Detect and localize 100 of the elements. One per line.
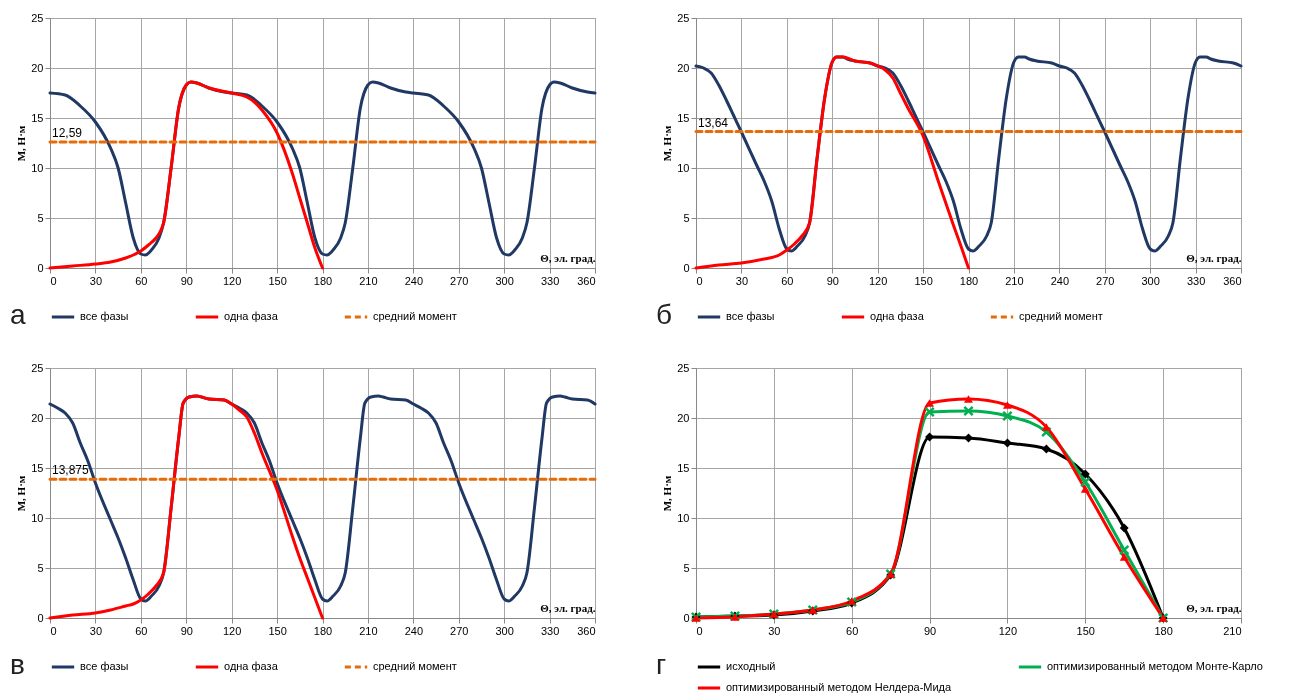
point — [1080, 485, 1090, 493]
line-series — [48, 80, 324, 270]
point — [1002, 410, 1013, 422]
legend-label: средний момент — [1019, 310, 1103, 322]
x-tick-label: 150 — [914, 274, 933, 287]
y-tick-label: 15 — [31, 461, 44, 474]
x-axis-title: Θ, эл. град. — [1186, 601, 1242, 614]
point — [963, 405, 974, 417]
point — [1079, 476, 1091, 488]
x-tick-label: 210 — [1005, 274, 1024, 287]
x-tick-label: 0 — [696, 274, 703, 287]
x-tick-label: 60 — [135, 624, 148, 637]
x-tick-label: 120 — [998, 624, 1018, 637]
x-tick-label: 180 — [1154, 624, 1173, 637]
x-tick-label: 120 — [222, 624, 242, 637]
line-series — [48, 394, 324, 620]
x-tick-label: 360 — [577, 274, 596, 287]
y-tick-label: 20 — [677, 61, 690, 74]
y-tick-label: 0 — [37, 611, 44, 624]
point — [1002, 401, 1012, 409]
legend-label: оптимизированный методом Монте-Карло — [1047, 660, 1263, 672]
y-tick-label: 10 — [31, 511, 44, 524]
x-tick-label: 330 — [540, 624, 560, 637]
y-axis-title: M, Н·м — [15, 125, 28, 162]
x-tick-label: 0 — [50, 274, 57, 287]
y-tick-label: 15 — [677, 111, 690, 124]
x-tick-label: 60 — [135, 274, 148, 287]
x-tick-label: 300 — [495, 274, 514, 287]
text: г — [656, 649, 667, 680]
legend-label: одна фаза — [870, 310, 925, 322]
point — [1041, 423, 1051, 431]
point — [1040, 426, 1052, 438]
x-tick-label: 210 — [359, 274, 378, 287]
x-tick-label: 240 — [404, 624, 424, 637]
y-axis-title: M, Н·м — [661, 125, 674, 162]
x-tick-label: 150 — [268, 624, 287, 637]
x-tick-label: 330 — [540, 274, 560, 287]
y-tick-label: 10 — [677, 511, 690, 524]
x-tick-label: 270 — [450, 274, 469, 287]
point — [1119, 523, 1129, 533]
x-tick-label: 30 — [768, 624, 781, 637]
point — [964, 395, 973, 403]
x-tick-label: 90 — [923, 624, 937, 637]
x-tick-label: 180 — [313, 274, 333, 287]
point — [1118, 544, 1130, 556]
x-tick-label: 0 — [696, 624, 703, 637]
y-tick-label: 0 — [37, 261, 44, 274]
y-tick-label: 25 — [31, 11, 44, 24]
text: в — [10, 649, 25, 680]
y-tick-label: 15 — [677, 461, 690, 474]
x-tick-label: 90 — [826, 274, 839, 287]
y-tick-label: 25 — [677, 361, 690, 374]
x-tick-label: 360 — [1223, 274, 1242, 287]
y-axis-title: M, Н·м — [15, 475, 28, 512]
x-axis-title: Θ, эл. град. — [540, 251, 596, 264]
x-tick-label: 300 — [495, 624, 514, 637]
y-tick-label: 25 — [677, 11, 690, 24]
x-tick-label: 330 — [1186, 274, 1206, 287]
x-tick-label: 150 — [1076, 624, 1095, 637]
x-tick-label: 210 — [1223, 624, 1242, 637]
y-tick-label: 10 — [677, 161, 690, 174]
y-tick-label: 5 — [37, 561, 44, 574]
y-axis-title: M, Н·м — [661, 475, 674, 512]
x-tick-label: 270 — [1096, 274, 1115, 287]
y-tick-label: 20 — [31, 61, 44, 74]
point — [1119, 553, 1129, 561]
y-tick-label: 5 — [683, 211, 690, 224]
legend-label: все фазы — [726, 310, 775, 322]
y-tick-label: 10 — [31, 161, 44, 174]
y-tick-label: 0 — [683, 611, 690, 624]
y-tick-label: 15 — [31, 111, 44, 124]
x-tick-label: 150 — [268, 274, 287, 287]
x-axis-title: Θ, эл. град. — [1186, 251, 1242, 264]
y-tick-label: 0 — [683, 261, 690, 274]
x-tick-label: 60 — [781, 274, 794, 287]
x-tick-label: 120 — [222, 274, 242, 287]
data-label: 13,64 — [698, 115, 729, 130]
y-tick-label: 25 — [31, 361, 44, 374]
x-tick-label: 210 — [359, 624, 378, 637]
text: а — [10, 299, 26, 330]
point — [925, 399, 935, 407]
data-label: 12,59 — [52, 126, 83, 141]
x-tick-label: 60 — [846, 624, 859, 637]
y-tick-label: 5 — [683, 561, 690, 574]
legend-label: все фазы — [80, 310, 129, 322]
line-series — [694, 55, 970, 270]
x-axis-title: Θ, эл. град. — [540, 601, 596, 614]
legend-label: средний момент — [373, 660, 457, 672]
x-tick-label: 360 — [577, 624, 596, 637]
legend-label: исходный — [726, 660, 776, 672]
x-tick-label: 270 — [450, 624, 469, 637]
annotation: 13,875 — [52, 463, 90, 478]
x-tick-label: 300 — [1141, 274, 1160, 287]
legend-label: одна фаза — [224, 660, 279, 672]
legend-label: оптимизированный методом Нелдера-Мида — [726, 681, 953, 693]
legend-label: одна фаза — [224, 310, 279, 322]
y-tick-label: 20 — [31, 411, 44, 424]
x-tick-label: 180 — [313, 624, 333, 637]
x-tick-label: 90 — [180, 624, 193, 637]
x-tick-label: 120 — [868, 274, 888, 287]
